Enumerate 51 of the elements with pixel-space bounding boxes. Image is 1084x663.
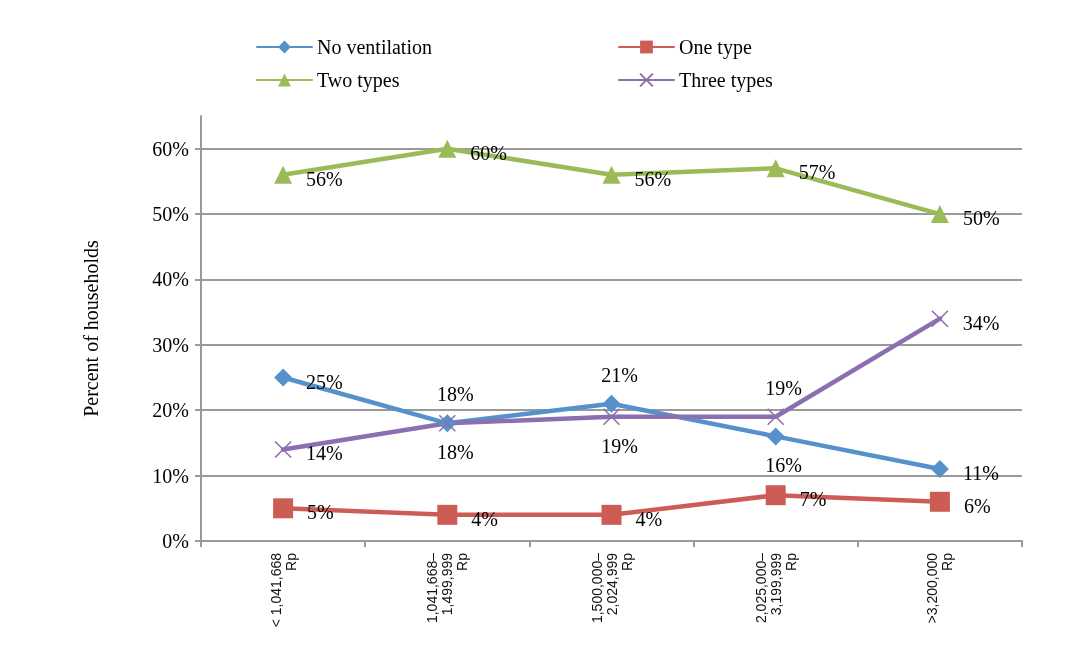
legend-label: Two types bbox=[317, 69, 400, 92]
y-tick-label: 10% bbox=[152, 464, 189, 487]
point bbox=[602, 394, 621, 413]
point bbox=[766, 159, 785, 178]
data-label: 18% bbox=[436, 441, 474, 464]
x-tick-label: 2,025,000– 3,199,999 Rp bbox=[752, 552, 799, 624]
x-tick-label: < 1,041,668 Rp bbox=[267, 552, 299, 628]
point bbox=[930, 205, 949, 224]
data-label: 4% bbox=[635, 507, 663, 530]
data-label: 25% bbox=[306, 370, 343, 393]
data-label: 14% bbox=[305, 442, 343, 465]
y-tick-label: 50% bbox=[152, 203, 189, 226]
point bbox=[930, 460, 949, 479]
data-label: 6% bbox=[963, 494, 991, 517]
point bbox=[766, 407, 785, 426]
data-label: 19% bbox=[765, 376, 803, 399]
y-tick-label: 0% bbox=[162, 530, 189, 552]
point bbox=[929, 491, 950, 512]
x-tick-label: >3,200,000 Rp bbox=[924, 552, 956, 624]
point bbox=[438, 139, 457, 158]
data-label: 21% bbox=[601, 363, 638, 386]
data-label: 50% bbox=[962, 207, 1000, 230]
legend-label: One type bbox=[679, 36, 752, 59]
y-tick-label: 60% bbox=[152, 137, 189, 160]
data-label: 56% bbox=[306, 167, 343, 190]
x-tick-label: 1,500,000– 2,024,999 Rp bbox=[588, 552, 635, 624]
point bbox=[602, 165, 621, 184]
y-tick-label: 30% bbox=[152, 333, 189, 356]
data-label: 19% bbox=[601, 434, 638, 457]
y-tick-label: 40% bbox=[152, 268, 189, 291]
legend-label: No ventilation bbox=[317, 36, 432, 58]
point bbox=[273, 498, 294, 519]
data-label: 60% bbox=[470, 141, 507, 164]
point bbox=[931, 309, 949, 328]
y-axis-title: Percent of households bbox=[80, 239, 102, 417]
y-tick-label: 20% bbox=[152, 399, 189, 422]
point bbox=[274, 368, 293, 387]
point bbox=[274, 165, 293, 184]
x-tick-label: 1,041,668– 1,499,999 Rp bbox=[424, 552, 471, 624]
data-label: 34% bbox=[962, 311, 1000, 334]
point bbox=[602, 407, 621, 426]
data-label: 18% bbox=[436, 383, 474, 406]
legend-label: Three types bbox=[679, 69, 774, 92]
point bbox=[766, 427, 785, 446]
point bbox=[601, 504, 622, 525]
point bbox=[437, 504, 458, 525]
point bbox=[765, 485, 786, 506]
data-label: 57% bbox=[798, 161, 836, 184]
data-label: 11% bbox=[962, 462, 999, 485]
data-label: 16% bbox=[765, 454, 803, 477]
point bbox=[274, 440, 292, 459]
